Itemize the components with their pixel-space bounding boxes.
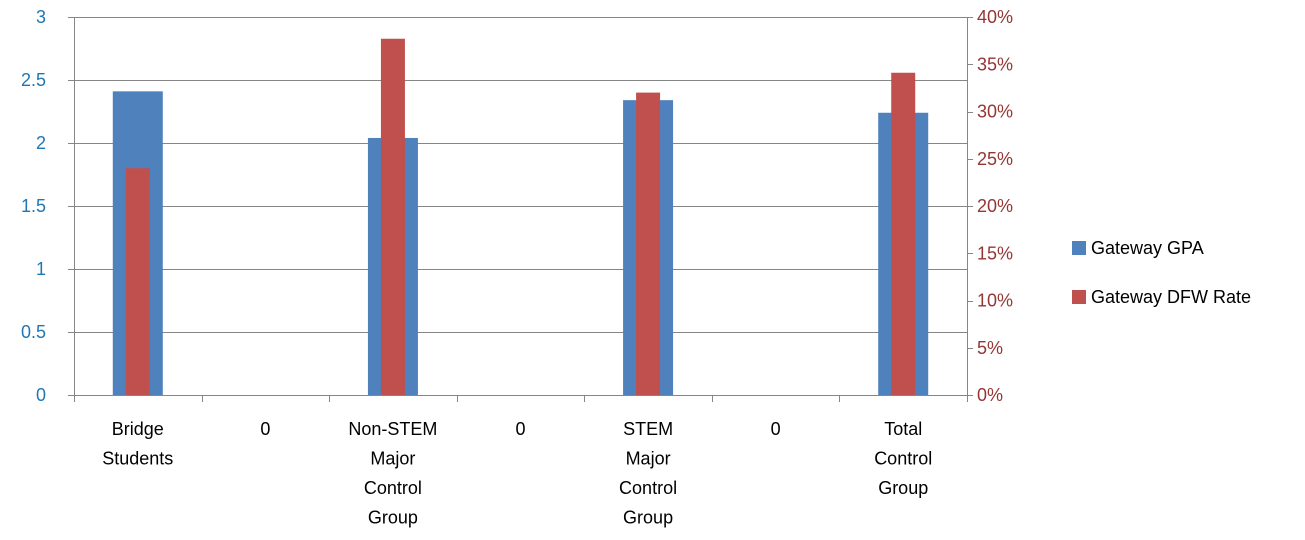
right-tick-label: 0% [977, 385, 1003, 405]
legend-swatch [1072, 241, 1086, 255]
category-label: 0 [515, 419, 525, 439]
category-label-line: Total [884, 419, 922, 439]
right-tick-label: 25% [977, 149, 1013, 169]
legend-label: Gateway GPA [1091, 238, 1204, 258]
category-label-line: Control [364, 478, 422, 498]
gridlines [74, 18, 967, 333]
bars [113, 39, 928, 395]
category-label-line: Group [623, 508, 673, 528]
legend-label: Gateway DFW Rate [1091, 287, 1251, 307]
left-tick-label: 2.5 [21, 70, 46, 90]
bar-gateway-dfw-rate [126, 168, 150, 395]
axes [68, 17, 973, 402]
category-label-line: Control [874, 449, 932, 469]
left-axis-tick-labels: 0 0.5 1 1.5 2 2.5 3 [21, 7, 46, 405]
category-label-line: 0 [515, 419, 525, 439]
bar-gateway-dfw-rate [381, 39, 405, 395]
left-tick-label: 2 [36, 133, 46, 153]
category-label: STEM Major Control Group [619, 419, 677, 528]
category-label: Non-STEM Major Control Group [348, 419, 437, 528]
category-label-line: Students [102, 449, 173, 469]
right-tick-label: 30% [977, 102, 1013, 122]
legend: Gateway GPA Gateway DFW Rate [1072, 238, 1251, 307]
left-tick-label: 1.5 [21, 196, 46, 216]
category-label-line: Group [878, 478, 928, 498]
right-tick-label: 15% [977, 243, 1013, 263]
category-label-line: STEM [623, 419, 673, 439]
category-label-line: Major [626, 449, 671, 469]
right-tick-label: 10% [977, 291, 1013, 311]
category-label: 0 [771, 419, 781, 439]
right-tick-label: 40% [977, 7, 1013, 27]
left-tick-label: 3 [36, 7, 46, 27]
right-tick-label: 20% [977, 196, 1013, 216]
left-tick-label: 0.5 [21, 322, 46, 342]
category-label-line: Non-STEM [348, 419, 437, 439]
bar-gateway-dfw-rate [891, 73, 915, 395]
right-axis-tick-labels: 0% 5% 10% 15% 20% 25% 30% 35% 40% [977, 7, 1013, 405]
legend-swatch [1072, 290, 1086, 304]
category-label: Bridge Students [102, 419, 173, 469]
category-label-line: Bridge [112, 419, 164, 439]
category-label-line: Major [370, 449, 415, 469]
category-label-line: Control [619, 478, 677, 498]
category-labels: Bridge Students 0 Non-STEM Major Control Group… [102, 419, 932, 528]
category-label: 0 [260, 419, 270, 439]
left-tick-label: 0 [36, 385, 46, 405]
category-label-line: Group [368, 508, 418, 528]
category-label: Total Control Group [874, 419, 932, 498]
category-label-line: 0 [771, 419, 781, 439]
right-tick-label: 35% [977, 54, 1013, 74]
right-tick-label: 5% [977, 338, 1003, 358]
bar-gateway-dfw-rate [636, 93, 660, 395]
left-tick-label: 1 [36, 259, 46, 279]
category-label-line: 0 [260, 419, 270, 439]
